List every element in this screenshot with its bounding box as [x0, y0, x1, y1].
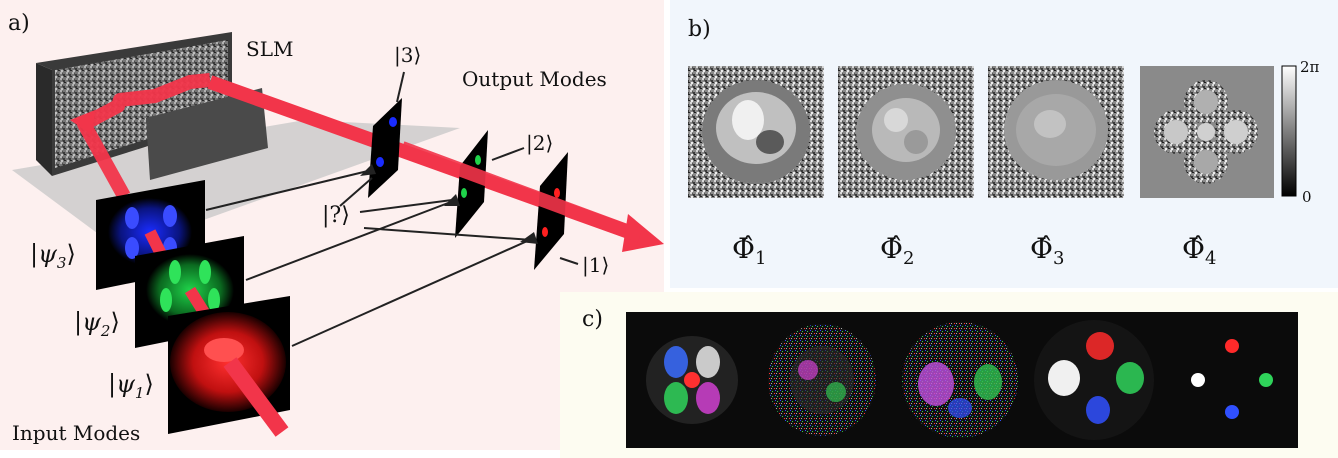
in-ket-psi1: |ψ1⟩ — [108, 370, 154, 402]
panel-c-diagram: c) — [582, 307, 1298, 448]
input-modes-label: Input Modes — [12, 421, 140, 445]
phase-mask-2-label: Φ̂2 — [880, 232, 914, 269]
phase-mask-2 — [838, 66, 974, 198]
phase-mask-4-label: Φ̂4 — [1182, 232, 1216, 269]
panel-b-diagram: b) — [688, 17, 1320, 269]
ket2-pointer — [491, 147, 525, 161]
arrowhead-3 — [360, 164, 376, 176]
arrowhead-2 — [444, 194, 460, 206]
phase-mask-1 — [688, 66, 824, 198]
beam-arrow-in — [70, 110, 95, 135]
slm-side — [36, 63, 52, 176]
out-ket-3: |3⟩ — [394, 43, 421, 68]
output-frame-3 — [902, 322, 1018, 438]
mapping-arrow-2 — [245, 199, 457, 281]
out-ket-2: |2⟩ — [526, 131, 553, 156]
panel-a-label: a) — [8, 11, 30, 36]
output-screen-2 — [455, 130, 488, 238]
in-ket-psi3: |ψ3⟩ — [30, 240, 76, 272]
panel-a-diagram: a) SLM Output Modes Input Modes |3⟩ |2⟩ … — [8, 11, 664, 445]
output-frame-4 — [1034, 320, 1154, 440]
unknown-arrow-b — [359, 199, 453, 213]
beam-psi1 — [223, 357, 289, 437]
output-screen-3 — [368, 98, 402, 198]
unknown-ket: |?⟩ — [322, 203, 350, 228]
unknown-arrow-c — [363, 227, 533, 241]
beam-arrowhead — [622, 214, 664, 252]
colorbar-min-label: 0 — [1302, 188, 1312, 206]
out-ket-1: |1⟩ — [582, 253, 609, 278]
phase-mask-4 — [1140, 66, 1274, 198]
ket3-pointer — [396, 71, 405, 103]
unknown-arrow-a — [339, 177, 373, 207]
panel-c-label: c) — [582, 307, 603, 332]
output-frame-1 — [646, 336, 738, 424]
main-beam-overlay — [399, 141, 643, 243]
ket1-pointer — [559, 257, 579, 265]
phase-mask-3-label: Φ̂3 — [1030, 232, 1064, 269]
colorbar-max-label: 2π — [1300, 58, 1320, 76]
phase-mask-3 — [988, 66, 1124, 198]
arrowhead-1 — [520, 232, 538, 244]
in-ket-psi2: |ψ2⟩ — [74, 308, 120, 340]
phase-mask-1-label: Φ̂1 — [732, 232, 766, 269]
output-frame-5 — [1191, 339, 1273, 419]
output-modes-label: Output Modes — [462, 67, 607, 91]
colorbar — [1281, 65, 1297, 197]
mapping-arrow-3 — [205, 169, 373, 211]
output-screen-1 — [534, 152, 568, 270]
output-frame-2 — [768, 324, 876, 436]
panel-b-label: b) — [688, 17, 711, 42]
mirror-block — [146, 88, 268, 180]
mapping-arrow-1 — [291, 237, 535, 347]
slm-label: SLM — [246, 37, 293, 61]
